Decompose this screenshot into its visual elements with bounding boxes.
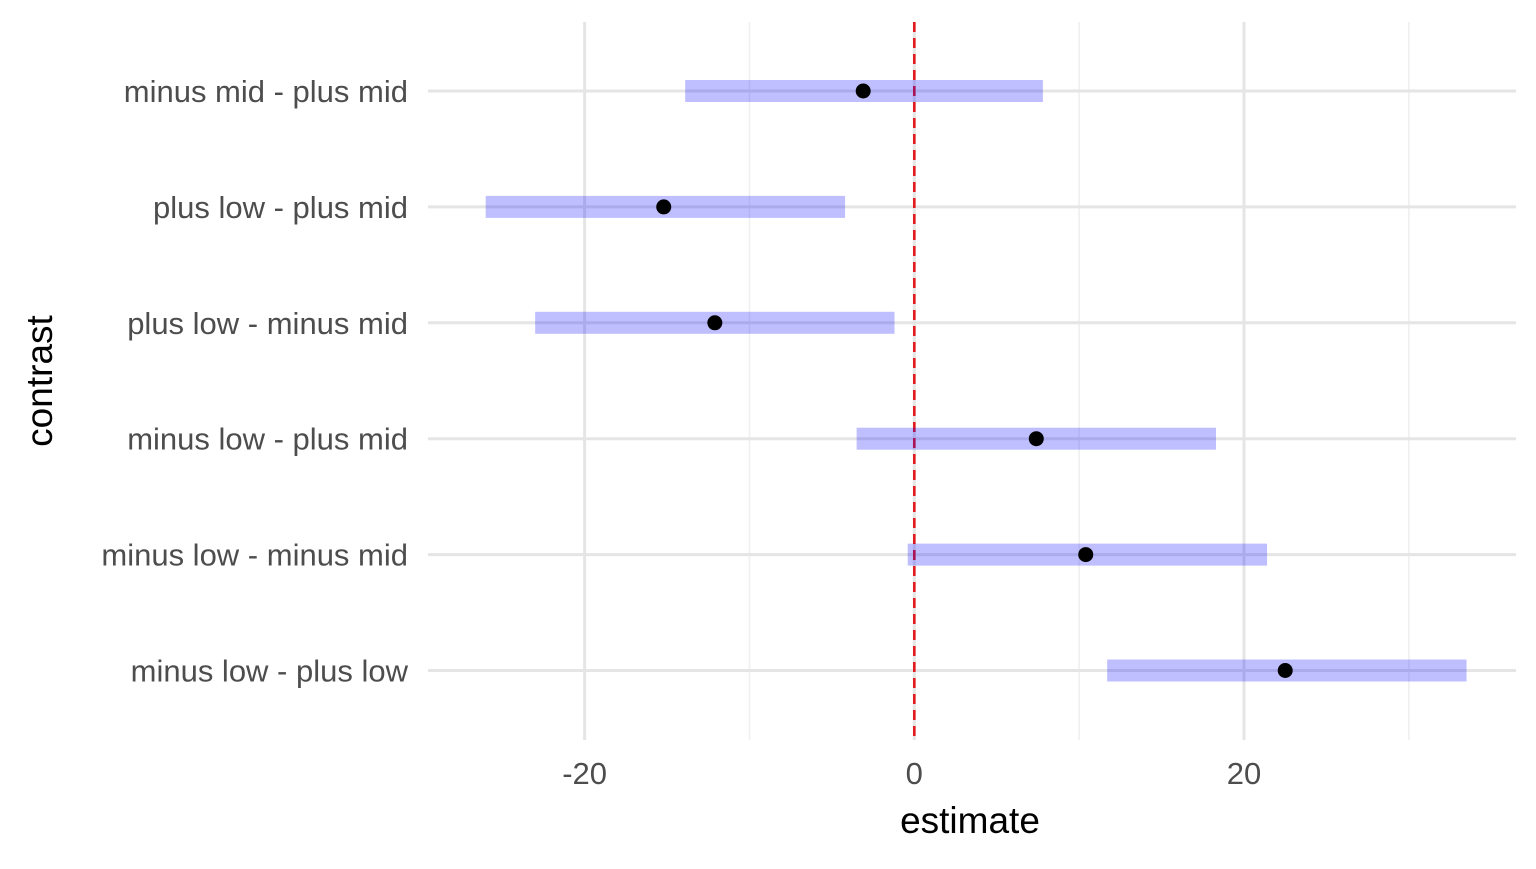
y-tick-label: plus low - minus mid	[127, 306, 408, 341]
estimate-point	[1277, 663, 1293, 678]
y-tick-label: minus low - plus low	[131, 654, 409, 689]
point-layer	[656, 83, 1293, 678]
x-tick-label: -20	[562, 756, 607, 791]
x-axis-title: estimate	[900, 800, 1040, 841]
estimate-point	[656, 199, 672, 215]
label-layer: -20 0 20 minus mid - plus mid plus low - plu…	[101, 74, 1261, 791]
estimate-point	[707, 315, 723, 331]
y-tick-label: minus mid - plus mid	[124, 74, 408, 109]
estimate-point	[1028, 431, 1044, 447]
x-tick-label: 0	[906, 756, 923, 791]
interval-layer	[485, 80, 1467, 682]
x-tick-label: 20	[1227, 756, 1261, 791]
grid-layer	[428, 22, 1516, 740]
y-tick-label: plus low - plus mid	[153, 190, 408, 225]
estimate-point	[855, 83, 871, 99]
y-tick-label: minus low - plus mid	[127, 422, 408, 457]
y-axis-title: contrast	[19, 314, 60, 446]
estimate-point	[1078, 547, 1094, 563]
y-tick-label: minus low - minus mid	[101, 538, 408, 573]
